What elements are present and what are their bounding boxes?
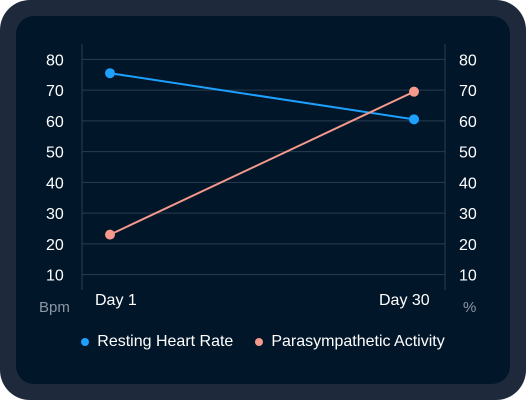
y-left-tick-label: 50 <box>46 145 64 162</box>
data-point-0-0 <box>105 68 115 79</box>
legend-dot-resting-heart-rate <box>81 338 90 346</box>
data-point-0-1 <box>409 114 419 125</box>
y-right-tick-label: 80 <box>459 52 477 69</box>
y-right-tick-label: 50 <box>459 145 477 162</box>
y-left-tick-label: 20 <box>46 237 64 254</box>
y-right-tick-label: 30 <box>459 206 477 223</box>
y-left-tick-label: 30 <box>46 206 64 223</box>
legend-label-resting-heart-rate: Resting Heart Rate <box>97 333 234 350</box>
legend-item-parasympathetic-activity: Parasympathetic Activity <box>255 333 445 351</box>
y-right-tick-label: 10 <box>459 268 477 285</box>
legend-item-resting-heart-rate: Resting Heart Rate <box>81 333 233 351</box>
data-point-1-1 <box>409 86 419 97</box>
y-right-tick-label: 70 <box>459 83 477 100</box>
y-right-tick-label: 40 <box>459 175 477 192</box>
y-right-tick-label: 60 <box>459 114 477 131</box>
series-line-0 <box>109 72 415 121</box>
legend-dot-parasympathetic-activity <box>255 338 264 346</box>
y-left-tick-label: 70 <box>46 83 64 100</box>
y-left-axis-label: Bpm <box>39 299 70 316</box>
data-point-1-0 <box>105 229 115 240</box>
y-left-tick-label: 40 <box>46 175 64 192</box>
y-right-axis-label: % <box>463 299 476 316</box>
y-left-tick-label: 60 <box>46 114 64 131</box>
x-tick-label: Day 30 <box>379 292 430 309</box>
y-left-tick-label: 10 <box>46 268 64 285</box>
x-tick-label: Day 1 <box>95 292 137 309</box>
chart-legend: Resting Heart Rate Parasympathetic Activ… <box>0 333 526 351</box>
y-right-tick-label: 20 <box>459 237 477 254</box>
series-line-1 <box>109 90 415 236</box>
chart-panel <box>16 16 510 384</box>
y-left-tick-label: 80 <box>46 52 64 69</box>
legend-label-parasympathetic-activity: Parasympathetic Activity <box>271 333 445 350</box>
